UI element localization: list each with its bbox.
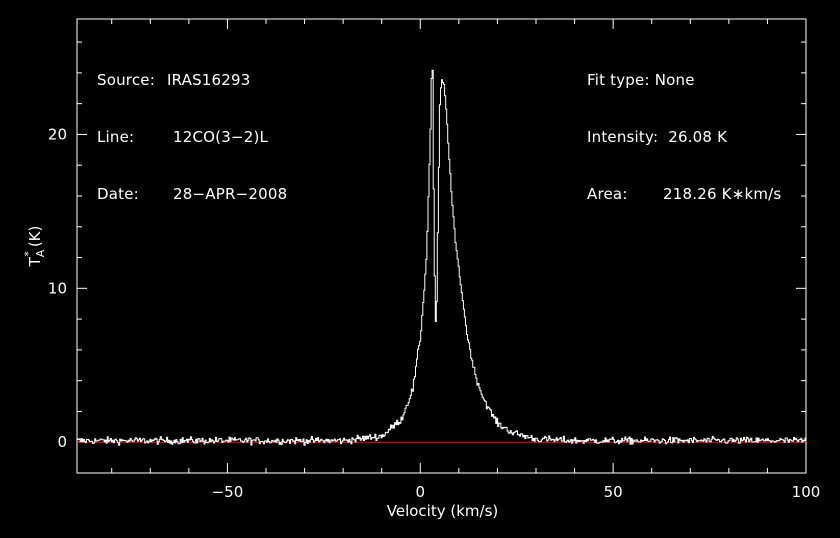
fit-type-value: None [654,71,695,89]
intensity-label: Intensity: [587,128,659,146]
frame-rect [76,18,807,474]
plot-frame [76,18,807,474]
line-label: Line: [97,128,135,146]
y-tick-label: 20 [48,125,67,143]
date-value: 28−APR−2008 [173,185,288,203]
source-value: IRAS16293 [166,71,251,89]
source-label: Source: [97,71,155,89]
header-left: Source: IRAS16293 Line: 12CO(3−2)L Date: 28… [97,35,287,221]
date-label: Date: [97,185,139,203]
x-tick-label: −50 [212,483,244,501]
y-axis-label: TA*(K) [22,226,47,268]
y-tick-label: 10 [48,279,67,297]
axis-ticks [77,19,807,474]
header-right: Fit type: None Intensity: 26.08 K Area: 2… [587,35,781,221]
fit-type-label: Fit type: [587,71,650,89]
area-label: Area: [587,185,628,203]
tick-labels: −50 0 50 100 0 10 20 [48,125,820,501]
y-tick-label: 0 [57,433,67,451]
x-tick-label: 50 [604,483,623,501]
y-axis-label-text: TA*(K) [22,226,47,268]
x-tick-label: 0 [416,483,426,501]
intensity-value: 26.08 K [668,128,728,146]
x-tick-label: 100 [792,483,821,501]
spectrum-line [77,69,807,446]
area-value: 218.26 K∗km/s [663,185,782,203]
x-axis-label: Velocity (km/s) [387,502,498,520]
line-value: 12CO(3−2)L [173,128,269,146]
